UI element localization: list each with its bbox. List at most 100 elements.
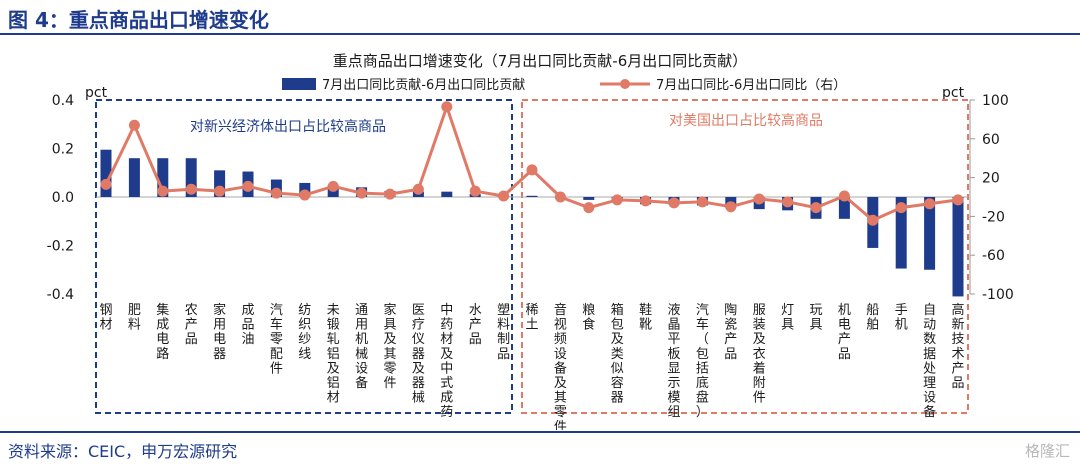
line-point <box>498 190 510 202</box>
bar <box>157 158 169 197</box>
footer-rule <box>0 431 1080 433</box>
line-point <box>441 101 453 113</box>
line-point <box>924 198 936 210</box>
bar <box>185 158 197 197</box>
line-point <box>668 197 680 209</box>
right-axis-unit: pct <box>942 85 965 101</box>
category-label: 未锻轧铝及铝材 <box>327 303 340 406</box>
bar <box>441 191 453 197</box>
right-tick-label: 60 <box>982 132 1000 148</box>
category-label: 通用机械设备 <box>355 303 368 391</box>
legend-line-label: 7月出口同比-6月出口同比（右） <box>656 78 846 93</box>
line-point <box>895 202 907 214</box>
right-tick-label: 100 <box>982 93 1009 109</box>
category-label: 自动数据处理设备 <box>923 303 936 420</box>
bar <box>100 149 112 197</box>
source-note: 资料来源：CEIC，申万宏源研究 <box>8 442 238 461</box>
category-label: 塑料制品 <box>497 303 510 362</box>
legend-bar-label: 7月出口同比贡献-6月出口同比贡献 <box>322 78 525 93</box>
category-label: 陶瓷产品 <box>724 302 737 362</box>
line-point <box>469 185 481 197</box>
line-point <box>782 196 794 208</box>
legend-line-marker <box>620 79 630 89</box>
line-point <box>214 185 226 197</box>
line-point <box>356 187 368 199</box>
line-point <box>753 193 765 205</box>
category-label: 农产品 <box>185 303 198 347</box>
legend: 7月出口同比贡献-6月出口同比贡献 7月出口同比-6月出口同比（右） <box>282 78 846 93</box>
legend-bar-swatch <box>282 78 316 90</box>
category-label: 液晶平板显示模组 <box>667 303 680 420</box>
category-label: 水产品 <box>469 303 482 347</box>
category-label: 医疗仪器及器械 <box>412 303 425 406</box>
category-label: 钢材 <box>99 303 112 333</box>
region-us-box <box>521 99 969 414</box>
bar <box>583 197 595 200</box>
chart-title: 重点商品出口增速变化（7月出口同比贡献-6月出口同比贡献） <box>333 52 748 70</box>
right-tick-label: -60 <box>982 248 1005 264</box>
right-tick-label: -20 <box>982 209 1005 225</box>
category-label: 音视频设备及其零件 <box>554 302 567 430</box>
bar <box>214 170 226 197</box>
category-label: 成品油 <box>241 303 254 347</box>
left-tick-label: -0.4 <box>47 287 74 303</box>
category-label: 肥料 <box>128 303 141 333</box>
category-label: 中药材及中式成药 <box>440 303 453 420</box>
line-point <box>270 187 282 199</box>
category-label: 汽车（包括底盘） <box>696 303 709 420</box>
category-label: 高新技术产品 <box>951 302 964 391</box>
line-point <box>100 178 112 190</box>
line-point <box>640 195 652 207</box>
region-emerging-label: 对新兴经济体出口占比较高商品 <box>190 118 386 135</box>
category-label: 玩具 <box>809 303 822 333</box>
category-label: 粮食 <box>582 303 595 333</box>
category-label: 手机 <box>895 303 908 333</box>
left-tick-label: -0.2 <box>47 239 74 255</box>
bar <box>526 195 538 197</box>
line-point <box>299 189 311 201</box>
line-point <box>725 201 737 213</box>
right-tick-label: 20 <box>982 171 1000 187</box>
line-point <box>583 202 595 214</box>
left-tick-label: 0.4 <box>52 93 74 109</box>
bar <box>924 197 936 270</box>
figure-title: 图 4：重点商品出口增速变化 <box>8 8 269 32</box>
category-label: 鞋靴 <box>639 302 652 333</box>
watermark: 格隆汇 <box>1024 442 1070 460</box>
bar <box>128 158 140 197</box>
line-point <box>157 185 169 197</box>
line-point <box>242 180 254 192</box>
line-point <box>554 191 566 203</box>
line-point <box>185 183 197 195</box>
line-point <box>526 164 538 176</box>
region-us-label: 对美国出口占比较高商品 <box>669 112 823 129</box>
figure-header: 图 4：重点商品出口增速变化 <box>0 0 1080 35</box>
line-point <box>611 194 623 206</box>
line-point <box>952 194 964 206</box>
line-point <box>412 183 424 195</box>
category-label: 家具及其零件 <box>383 302 396 391</box>
line-point <box>128 119 140 131</box>
category-label: 纺织纱线 <box>298 303 311 362</box>
right-tick-label: -100 <box>982 287 1014 303</box>
line-point <box>867 214 879 226</box>
category-label: 集成电路 <box>156 302 169 362</box>
left-tick-label: 0.2 <box>52 142 74 158</box>
bar <box>952 197 964 297</box>
category-label: 服装及衣着附件 <box>753 303 766 406</box>
line-point <box>810 202 822 214</box>
line-point <box>696 196 708 208</box>
bar <box>895 197 907 269</box>
header-rule <box>0 33 1080 35</box>
category-label: 船舶 <box>866 303 879 333</box>
right-axis: 100 60 20 -20 -60 -100 <box>970 93 1014 303</box>
line-point <box>327 180 339 192</box>
bar <box>838 197 850 219</box>
category-label: 灯具 <box>781 303 794 333</box>
left-axis-unit: pct <box>85 85 108 101</box>
left-tick-label: 0.0 <box>52 190 74 206</box>
category-label: 家用电器 <box>213 302 226 362</box>
line-point <box>384 188 396 200</box>
